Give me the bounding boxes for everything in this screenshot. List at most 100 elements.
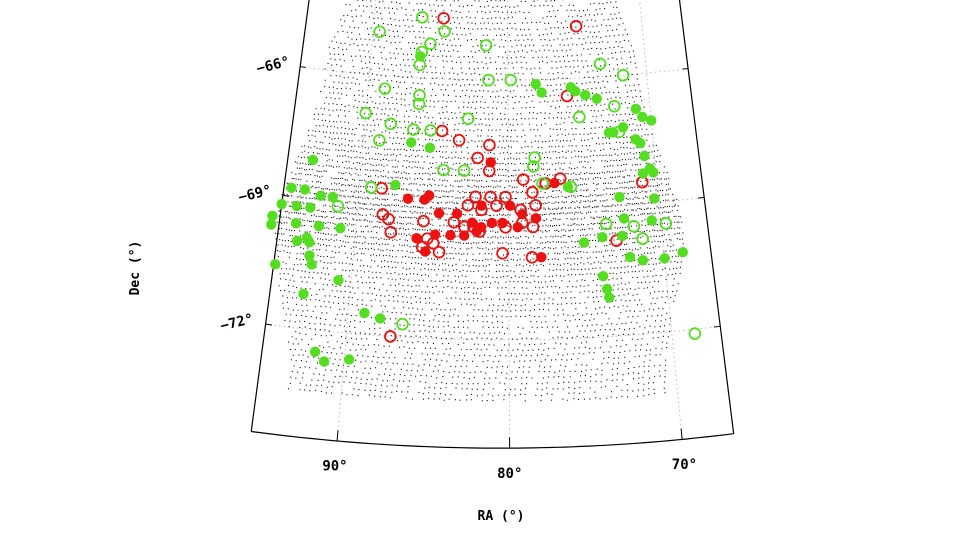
- filled-marker: [549, 177, 560, 189]
- filled-marker: [648, 167, 659, 178]
- filled-marker: [677, 246, 688, 258]
- filled-marker: [630, 103, 642, 115]
- open-marker: [516, 173, 530, 186]
- markers: [266, 11, 702, 367]
- open-marker: [499, 190, 512, 204]
- open-marker: [432, 245, 446, 259]
- open-marker: [599, 217, 613, 231]
- open-marker: [528, 151, 541, 164]
- filled-marker: [570, 86, 581, 97]
- open-marker: [424, 124, 437, 137]
- open-marker: [417, 214, 430, 228]
- survey-dots: [275, 0, 684, 402]
- open-marker: [461, 199, 475, 212]
- open-marker: [416, 11, 429, 24]
- open-marker: [452, 133, 466, 147]
- filled-marker: [591, 93, 602, 104]
- filled-marker: [578, 237, 590, 248]
- filled-marker: [637, 168, 649, 179]
- open-marker: [526, 186, 539, 199]
- filled-marker: [276, 198, 287, 210]
- filled-marker: [604, 292, 615, 303]
- filled-marker: [624, 251, 636, 263]
- filled-marker: [486, 217, 498, 229]
- filled-marker: [315, 190, 326, 201]
- open-marker: [378, 82, 392, 95]
- parallel-grid-line: [265, 323, 721, 341]
- open-marker: [424, 37, 437, 51]
- y-tick-mark: [300, 66, 306, 68]
- filled-marker: [580, 89, 591, 101]
- y-axis-title: Dec (°): [128, 241, 143, 296]
- plot-frame: [250, 0, 735, 449]
- x-axis-title: RA (°): [478, 509, 525, 524]
- open-marker: [413, 88, 426, 102]
- open-marker: [607, 99, 621, 113]
- filled-marker: [637, 111, 648, 123]
- open-marker: [457, 164, 471, 177]
- x-tick-label: 70°: [672, 457, 697, 473]
- open-marker: [382, 212, 395, 226]
- open-marker: [483, 138, 496, 152]
- filled-marker: [639, 150, 650, 162]
- open-marker: [364, 181, 378, 194]
- open-marker: [659, 217, 673, 230]
- open-marker: [384, 226, 398, 239]
- open-marker: [437, 12, 450, 25]
- open-marker: [627, 220, 641, 233]
- filled-marker: [359, 307, 370, 319]
- open-marker: [396, 317, 409, 331]
- open-marker: [375, 181, 388, 195]
- open-marker: [525, 251, 539, 264]
- y-tick-mark: [265, 323, 273, 326]
- open-marker: [529, 199, 542, 212]
- filled-marker: [423, 190, 435, 201]
- filled-marker: [298, 288, 309, 300]
- filled-marker: [476, 200, 487, 211]
- filled-marker: [649, 193, 660, 204]
- open-marker: [573, 110, 586, 124]
- filled-marker: [536, 251, 547, 263]
- open-marker: [504, 73, 518, 87]
- open-marker: [359, 106, 373, 120]
- filled-marker: [424, 142, 436, 153]
- filled-marker: [530, 78, 542, 90]
- open-marker: [469, 190, 482, 204]
- open-marker: [479, 39, 493, 52]
- filled-marker: [290, 218, 302, 229]
- filled-marker: [270, 259, 281, 270]
- filled-marker: [335, 223, 346, 234]
- open-marker: [688, 327, 702, 340]
- filled-marker: [266, 219, 277, 230]
- filled-marker: [617, 230, 628, 242]
- open-marker: [569, 19, 583, 33]
- filled-marker: [466, 217, 478, 228]
- filled-marker: [504, 200, 516, 211]
- filled-marker: [637, 255, 649, 266]
- meridian-grid-line: [336, 0, 377, 442]
- x-tick-mark: [680, 428, 683, 440]
- x-tick-mark: [336, 430, 339, 442]
- filled-marker: [406, 137, 417, 148]
- filled-marker: [646, 115, 657, 126]
- filled-marker: [530, 213, 542, 224]
- meridian-grid-line: [507, 0, 511, 449]
- filled-marker: [635, 138, 646, 149]
- filled-marker: [305, 202, 316, 213]
- y-tick-label: −72°: [219, 311, 256, 335]
- filled-marker: [374, 313, 386, 324]
- open-marker: [471, 151, 484, 165]
- filled-marker: [646, 215, 657, 226]
- open-marker: [527, 160, 540, 173]
- filled-marker: [299, 184, 311, 195]
- y-tick-label: −69°: [237, 182, 274, 206]
- filled-marker: [597, 232, 608, 243]
- y-tick-mark: [682, 67, 689, 70]
- filled-marker: [411, 232, 422, 244]
- open-marker: [482, 73, 495, 87]
- filled-marker: [512, 222, 523, 233]
- open-marker: [435, 124, 449, 138]
- frame-side-edge: [678, 0, 735, 434]
- filled-marker: [390, 179, 401, 191]
- filled-marker: [327, 191, 338, 203]
